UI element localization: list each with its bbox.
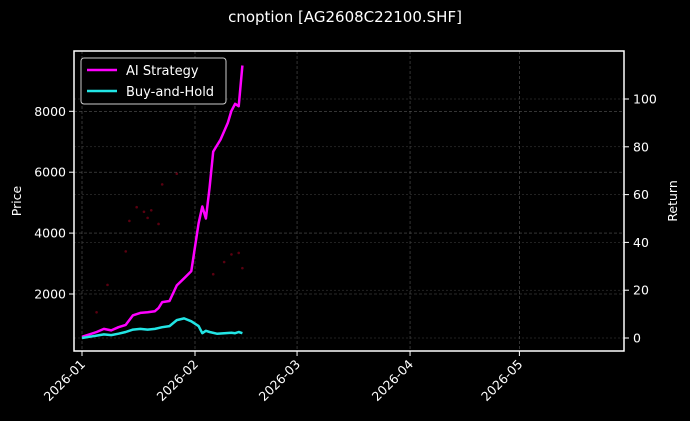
signal-point — [157, 222, 160, 226]
signal-point — [146, 216, 149, 220]
y-left-tick-label: 6000 — [34, 165, 66, 180]
signal-point — [128, 219, 131, 223]
y-right-tick-label: 20 — [633, 283, 649, 298]
y-axis-right: 0 20 40 60 80 100 — [624, 92, 657, 346]
y-axis-left: 2000 4000 6000 8000 — [34, 104, 74, 302]
signal-point — [211, 272, 215, 276]
x-tick-label: 2026-04 — [369, 356, 417, 404]
y-left-tick-label: 2000 — [34, 287, 66, 302]
y-left-tick-label: 4000 — [34, 226, 66, 241]
y-right-tick-label: 100 — [633, 92, 657, 107]
signal-point — [222, 260, 226, 264]
grid-lines — [74, 51, 624, 351]
y-left-tick-label: 8000 — [34, 104, 66, 119]
signal-point — [149, 208, 153, 212]
legend-label-ai-strategy: AI Strategy — [126, 64, 199, 79]
x-tick-label: 2026-01 — [41, 357, 89, 405]
signal-point — [142, 210, 146, 214]
signal-point — [160, 183, 164, 186]
y-axis-right-label: Return — [665, 180, 680, 221]
x-axis: 2026-01 2026-02 2026-03 2026-04 2026-05 — [41, 351, 526, 404]
y-axis-left-label: Price — [9, 185, 24, 216]
signal-point — [95, 310, 98, 314]
series-lines — [81, 65, 244, 340]
y-right-tick-label: 60 — [633, 187, 649, 202]
signal-point — [124, 250, 128, 253]
signal-point — [241, 266, 244, 270]
x-tick-label: 2026-02 — [154, 357, 202, 405]
series-line-ai-strategy — [81, 65, 244, 338]
legend: AI Strategy Buy-and-Hold — [80, 57, 227, 105]
signal-point — [237, 251, 241, 255]
y-right-tick-label: 40 — [633, 235, 649, 250]
plot-frame — [73, 50, 625, 352]
y-right-tick-label: 80 — [633, 139, 649, 154]
x-tick-label: 2026-05 — [478, 357, 526, 405]
series-line-buy-and-hold — [81, 317, 243, 340]
chart-title: cnoption [AG2608C22100.SHF] — [228, 8, 462, 26]
signal-point — [175, 172, 179, 176]
signal-point — [106, 283, 109, 287]
x-tick-label: 2026-03 — [256, 357, 304, 405]
y-right-tick-label: 0 — [633, 331, 641, 346]
legend-label-buy-and-hold: Buy-and-Hold — [126, 85, 214, 100]
signal-point — [230, 253, 233, 256]
signal-points — [95, 172, 244, 314]
signal-point — [135, 205, 138, 209]
